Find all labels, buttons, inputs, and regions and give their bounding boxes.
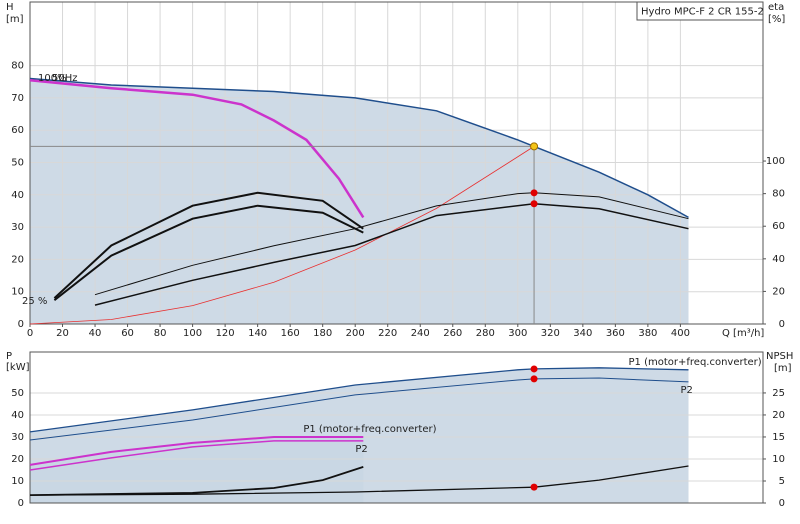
y-unit: [m] [6, 14, 24, 25]
series-label: P2 [681, 385, 693, 396]
areas [30, 78, 689, 324]
grid: 0 10 20 30 40 50 0 5 10 15 20 25 [11, 351, 785, 509]
y2-tick-label: 20 [772, 286, 785, 297]
y2-tick-label: 20 [772, 410, 785, 421]
plot-frame [29, 351, 764, 504]
x-label: Q [m³/h] [722, 328, 764, 339]
operating-point [530, 142, 539, 151]
curve [29, 436, 364, 466]
y2-tick-label: 15 [772, 432, 785, 443]
operating-point [530, 200, 538, 208]
y2-tick-label: 5 [779, 476, 785, 487]
y2-tick-label: 0 [779, 498, 785, 509]
x-tick-label: 60 [121, 328, 134, 339]
x-tick-label: 80 [154, 328, 167, 339]
y-tick-label: 0 [18, 498, 24, 509]
x-tick-label: 200 [346, 328, 365, 339]
x-tick-label: 180 [313, 328, 332, 339]
x-tick-label: 0 [27, 328, 33, 339]
y2-tick-label: 60 [772, 221, 785, 232]
operating-point [530, 375, 538, 383]
curve [53, 191, 364, 299]
y-tick-label: 70 [11, 93, 24, 104]
legend-box [636, 1, 764, 21]
y-tick-label: 10 [11, 287, 24, 298]
x-tick-label: 120 [216, 328, 235, 339]
curve [29, 466, 364, 496]
legend-title: Hydro MPC-F 2 CR 155-2 [641, 7, 764, 18]
x-tick-label: 220 [378, 328, 397, 339]
x-tick-label: 20 [56, 328, 69, 339]
plot-frame [29, 1, 764, 325]
y2-tick-label: 40 [772, 254, 785, 265]
y2-unit: [%] [768, 14, 785, 25]
x-tick-label: 40 [89, 328, 102, 339]
x-tick-label: 300 [508, 328, 527, 339]
x-tick-label: 260 [443, 328, 462, 339]
curve [29, 465, 689, 496]
curve [29, 146, 535, 325]
curve [29, 377, 689, 441]
y-tick-label: 20 [11, 454, 24, 465]
x-tick-label: 240 [411, 328, 430, 339]
y-label: H [6, 2, 14, 13]
x-tick-label: 160 [281, 328, 300, 339]
area [30, 78, 689, 324]
x-tick-label: 340 [573, 328, 592, 339]
y-tick-label: 10 [11, 476, 24, 487]
annotation: 50Hz [52, 73, 78, 84]
y2-tick-label: 80 [772, 189, 785, 200]
y2-tick-label: 100 [766, 156, 785, 167]
y2-unit: [m] [774, 363, 792, 374]
operating-point [530, 365, 538, 373]
y-tick-label: 0 [18, 319, 24, 330]
operating-point [530, 483, 538, 491]
lines [29, 77, 689, 325]
x-tick-label: 320 [541, 328, 560, 339]
y-label: P [6, 351, 12, 362]
y-tick-label: 50 [11, 158, 24, 169]
operating-point [530, 189, 538, 197]
curve [29, 78, 365, 219]
y2-tick-label: 0 [779, 319, 785, 330]
grid: 0 20 40 60 80 100 120 140 160 180 200 220 240 260 280 3… [11, 1, 785, 339]
y-tick-label: 40 [11, 410, 24, 421]
y2-tick-label: 10 [772, 454, 785, 465]
curve [29, 77, 689, 219]
y-tick-label: 30 [11, 432, 24, 443]
curve [53, 204, 364, 301]
curve [29, 367, 689, 433]
x-tick-label: 380 [638, 328, 657, 339]
y-tick-label: 60 [11, 125, 24, 136]
series-label: P1 (motor+freq.converter) [303, 424, 436, 435]
series-label: P2 [355, 444, 367, 455]
x-tick-label: 140 [248, 328, 267, 339]
x-tick-label: 100 [183, 328, 202, 339]
y-unit: [kW] [6, 362, 30, 373]
lines: P1 (motor+freq.converter) P2 P1 (motor+fre… [29, 357, 762, 496]
y-tick-label: 30 [11, 222, 24, 233]
series-label: P1 (motor+freq.converter) [629, 357, 762, 368]
x-tick-label: 400 [671, 328, 690, 339]
curve [94, 192, 689, 296]
curve [29, 440, 364, 471]
annotation: 100% [38, 73, 67, 84]
x-tick-label: 280 [476, 328, 495, 339]
curve [94, 202, 689, 306]
y-tick-label: 80 [11, 61, 24, 72]
y2-label: NPSH [766, 351, 793, 362]
y-tick-label: 50 [11, 388, 24, 399]
y2-tick-label: 25 [772, 388, 785, 399]
y2-label: eta [768, 2, 784, 13]
y-tick-label: 20 [11, 254, 24, 265]
annotation: 25 % [22, 296, 47, 307]
y-tick-label: 40 [11, 190, 24, 201]
x-tick-label: 360 [606, 328, 625, 339]
